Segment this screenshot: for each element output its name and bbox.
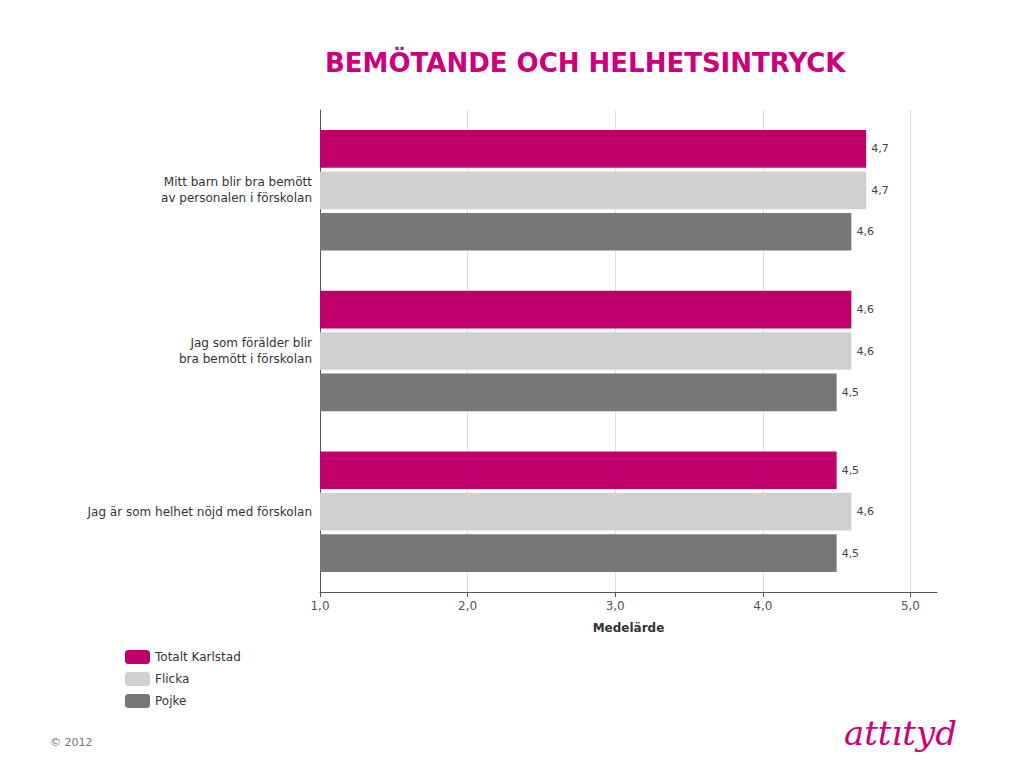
svg-text:av personalen i förskolan: av personalen i förskolan xyxy=(161,191,312,205)
svg-text:2,0: 2,0 xyxy=(458,599,477,613)
svg-text:1,0: 1,0 xyxy=(310,599,329,613)
svg-text:4,6: 4,6 xyxy=(856,303,874,316)
svg-text:3,0: 3,0 xyxy=(606,599,625,613)
svg-text:Totalt Karlstad: Totalt Karlstad xyxy=(154,650,241,664)
svg-text:Flicka: Flicka xyxy=(155,672,189,686)
svg-text:Pojke: Pojke xyxy=(155,694,186,708)
svg-text:5,0: 5,0 xyxy=(901,599,920,613)
svg-text:Jag är som helhet nöjd med för: Jag är som helhet nöjd med förskolan xyxy=(87,505,312,519)
svg-text:Jag som förälder blir: Jag som förälder blir xyxy=(189,336,312,350)
svg-text:4,0: 4,0 xyxy=(753,599,772,613)
svg-text:bra bemött i förskolan: bra bemött i förskolan xyxy=(179,352,312,366)
svg-text:4,5: 4,5 xyxy=(842,386,860,399)
svg-text:4,6: 4,6 xyxy=(856,225,874,238)
svg-text:4,5: 4,5 xyxy=(842,547,860,560)
svg-text:4,7: 4,7 xyxy=(871,142,889,155)
svg-text:Mitt barn blir bra bemött: Mitt barn blir bra bemött xyxy=(164,175,313,189)
svg-text:© 2012: © 2012 xyxy=(50,736,93,749)
svg-text:4,6: 4,6 xyxy=(856,505,874,518)
svg-text:attıtyd: attıtyd xyxy=(844,713,957,753)
svg-text:4,5: 4,5 xyxy=(842,464,860,477)
svg-text:4,6: 4,6 xyxy=(856,345,874,358)
svg-text:BEMÖTANDE OCH HELHETSINTRYCK: BEMÖTANDE OCH HELHETSINTRYCK xyxy=(325,46,846,78)
svg-text:Medelärde: Medelärde xyxy=(593,621,665,635)
svg-text:4,7: 4,7 xyxy=(871,184,889,197)
